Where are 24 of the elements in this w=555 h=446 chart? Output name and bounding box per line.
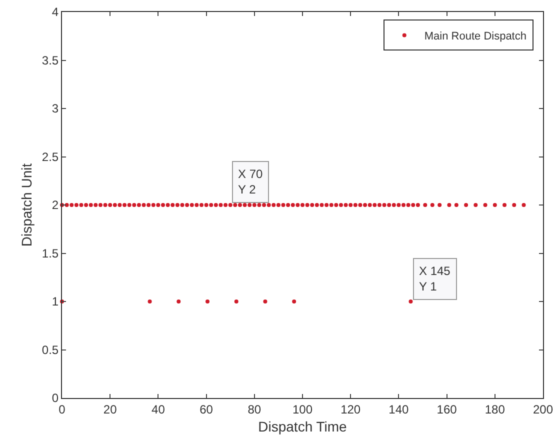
- y-tick-label: 3: [52, 102, 59, 116]
- x-axis-title: Dispatch Time: [258, 418, 348, 435]
- x-tick-label: 160: [436, 402, 458, 416]
- y-tick-label: 2: [52, 198, 59, 212]
- x-tick-label: 140: [388, 402, 410, 416]
- annotation: X 145 Y 1: [419, 264, 451, 294]
- x-tick-label: 40: [152, 402, 166, 416]
- x-tick-label: 180: [484, 402, 506, 416]
- y-tick-label: 0.5: [42, 342, 59, 357]
- x-tick-label: 200: [532, 402, 554, 416]
- x-tick-label: 100: [292, 402, 313, 416]
- y-tick-label: 1: [52, 294, 59, 309]
- annotation: X 70 Y 2: [238, 167, 264, 197]
- y-tick-label: 1.5: [42, 246, 59, 260]
- y-tick-label: 4: [52, 5, 59, 20]
- y-tick-label: 2.5: [42, 150, 59, 164]
- x-tick-label: 60: [200, 402, 214, 416]
- x-tick-label: 120: [340, 402, 361, 416]
- x-tick-label: 20: [103, 402, 118, 416]
- y-tick-label: 3.5: [42, 53, 59, 68]
- legend-label: Main Route Dispatch: [424, 30, 526, 43]
- y-axis-title: Dispatch Unit: [18, 163, 35, 247]
- y-tick-label: 0: [52, 391, 59, 406]
- x-tick-label: 80: [248, 402, 262, 416]
